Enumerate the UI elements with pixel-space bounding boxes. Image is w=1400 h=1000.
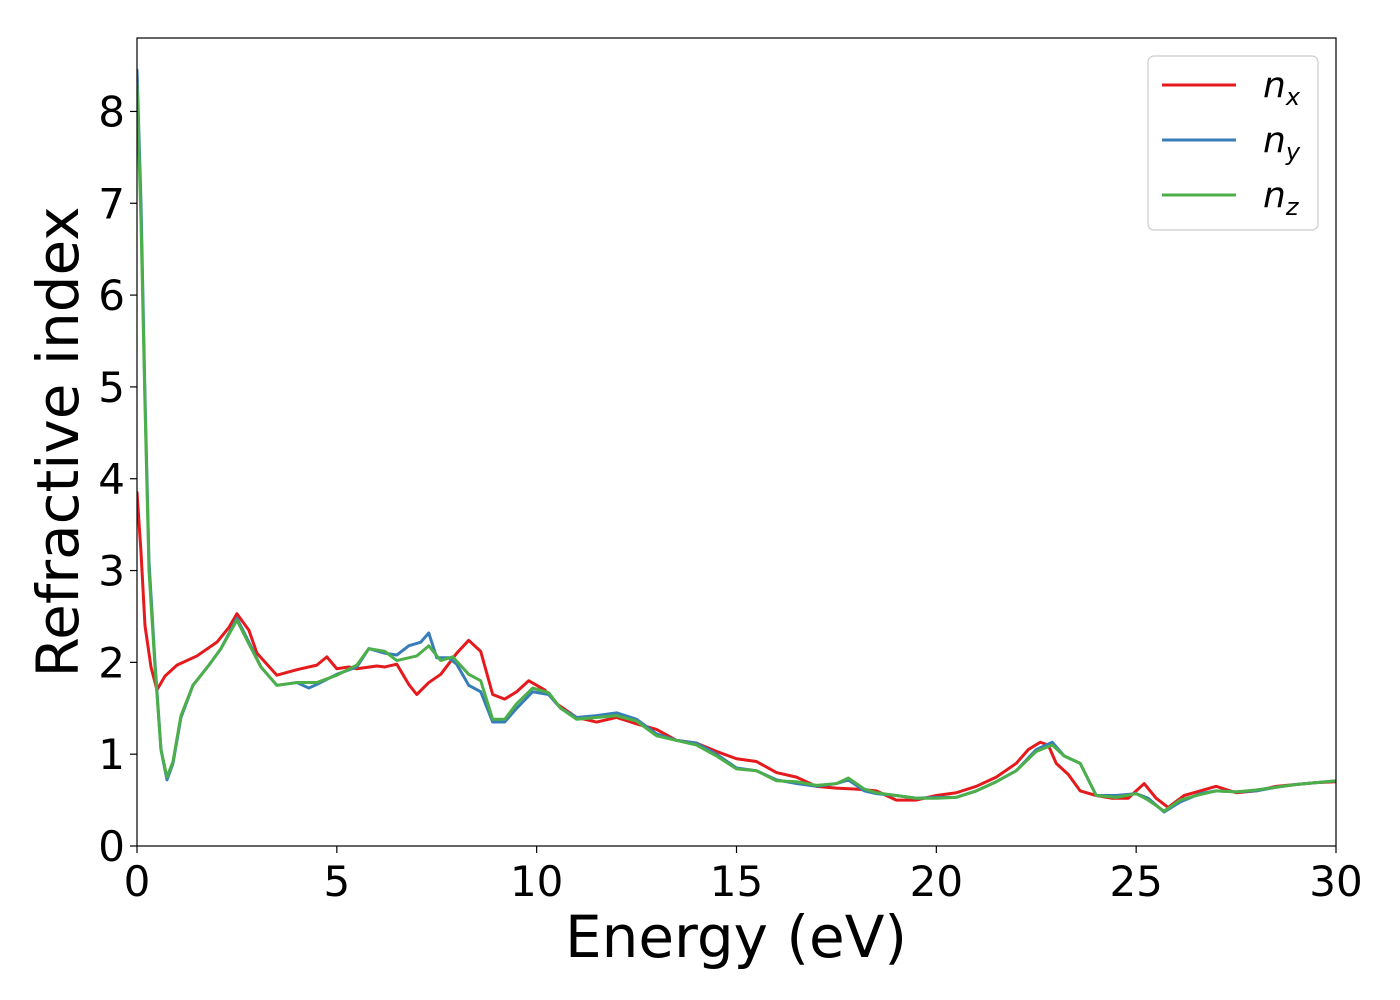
y-tick-label: 8 [98, 87, 125, 136]
series-layer [137, 68, 1336, 814]
y-tick-label: 6 [98, 271, 125, 320]
series-line-nx [137, 491, 1336, 809]
x-axis-label: Energy (eV) [565, 903, 907, 971]
x-axis: 0 5 10 15 20 25 30 [124, 846, 1363, 906]
y-tick-label: 5 [98, 363, 125, 412]
x-tick-label: 30 [1309, 857, 1362, 906]
y-tick-label: 1 [98, 730, 125, 779]
legend-label-ny: ny [1263, 120, 1301, 166]
x-tick-label: 5 [323, 857, 350, 906]
y-tick-label: 7 [98, 179, 125, 228]
y-tick-label: 3 [98, 547, 125, 596]
y-tick-label: 4 [98, 455, 125, 504]
series-line-nz [137, 82, 1336, 813]
legend-label-nz: nz [1263, 175, 1300, 221]
x-tick-label: 25 [1109, 857, 1162, 906]
x-tick-label: 15 [710, 857, 763, 906]
x-tick-label: 10 [510, 857, 563, 906]
y-tick-label: 2 [98, 638, 125, 687]
legend: nx ny nz [1147, 55, 1319, 231]
legend-label-nx: nx [1263, 65, 1301, 111]
y-axis-label: Refractive index [24, 206, 92, 677]
y-axis: 0 1 2 3 4 5 6 7 8 [98, 87, 137, 871]
x-tick-label: 0 [124, 857, 151, 906]
legend-box [1147, 55, 1319, 231]
y-tick-label: 0 [98, 822, 125, 871]
x-tick-label: 20 [910, 857, 963, 906]
